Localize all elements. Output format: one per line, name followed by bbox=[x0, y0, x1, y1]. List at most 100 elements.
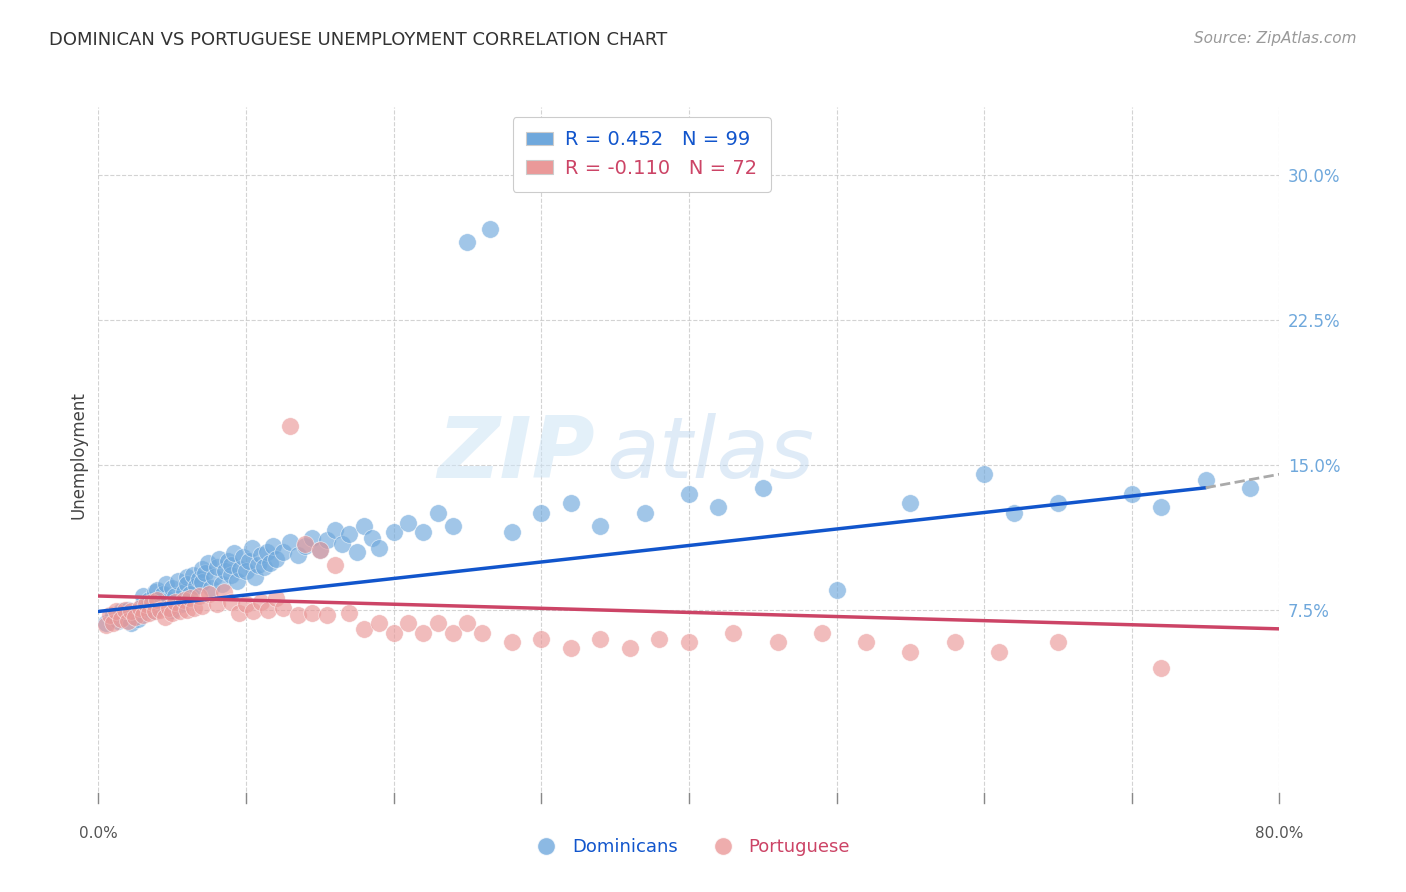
Point bbox=[179, 587, 201, 601]
Point bbox=[382, 625, 405, 640]
Point bbox=[143, 585, 166, 599]
Text: 80.0%: 80.0% bbox=[1256, 826, 1303, 841]
Point bbox=[678, 486, 700, 500]
Point bbox=[212, 585, 235, 599]
Point bbox=[441, 625, 464, 640]
Point bbox=[855, 635, 877, 649]
Point bbox=[427, 615, 450, 630]
Point bbox=[262, 539, 284, 553]
Point bbox=[127, 612, 149, 626]
Point bbox=[94, 618, 117, 632]
Point bbox=[560, 496, 582, 510]
Point bbox=[187, 589, 209, 603]
Point bbox=[478, 222, 501, 236]
Point bbox=[191, 575, 214, 590]
Point bbox=[264, 552, 287, 566]
Point bbox=[194, 566, 217, 580]
Point bbox=[110, 605, 132, 619]
Point bbox=[560, 641, 582, 656]
Point bbox=[183, 600, 205, 615]
Point bbox=[184, 579, 207, 593]
Point bbox=[751, 481, 773, 495]
Point bbox=[98, 608, 121, 623]
Point bbox=[530, 506, 553, 520]
Point bbox=[441, 519, 464, 533]
Point bbox=[301, 607, 323, 621]
Point bbox=[456, 235, 478, 250]
Point bbox=[153, 610, 176, 624]
Point bbox=[360, 531, 382, 545]
Point bbox=[162, 607, 183, 621]
Point bbox=[176, 577, 198, 591]
Point bbox=[943, 635, 966, 649]
Point bbox=[246, 558, 269, 573]
Point bbox=[412, 525, 434, 540]
Point bbox=[167, 574, 190, 588]
Point bbox=[155, 577, 177, 591]
Point bbox=[471, 625, 494, 640]
Point bbox=[103, 608, 125, 623]
Point bbox=[219, 595, 242, 609]
Point bbox=[200, 582, 222, 596]
Point bbox=[120, 615, 142, 630]
Point bbox=[146, 592, 169, 607]
Point bbox=[766, 635, 789, 649]
Point bbox=[157, 592, 180, 607]
Point bbox=[316, 533, 339, 547]
Point bbox=[128, 600, 150, 615]
Point bbox=[648, 632, 671, 646]
Point bbox=[117, 614, 139, 628]
Point bbox=[243, 570, 266, 584]
Point bbox=[114, 602, 136, 616]
Point bbox=[165, 589, 187, 603]
Point bbox=[1046, 496, 1069, 510]
Point bbox=[202, 570, 225, 584]
Point bbox=[1239, 481, 1261, 495]
Point bbox=[900, 496, 922, 510]
Point bbox=[187, 572, 209, 586]
Point bbox=[589, 519, 612, 533]
Point bbox=[382, 525, 405, 540]
Point bbox=[157, 600, 180, 615]
Point bbox=[149, 599, 172, 613]
Point bbox=[124, 610, 146, 624]
Point bbox=[250, 549, 273, 563]
Point bbox=[228, 607, 250, 621]
Point bbox=[208, 552, 231, 566]
Point bbox=[1002, 506, 1025, 520]
Point bbox=[132, 597, 155, 611]
Point bbox=[152, 587, 174, 601]
Point bbox=[143, 605, 166, 619]
Point bbox=[191, 599, 214, 613]
Point bbox=[323, 523, 346, 537]
Point bbox=[103, 615, 125, 630]
Point bbox=[176, 570, 198, 584]
Legend: Dominicans, Portuguese: Dominicans, Portuguese bbox=[522, 831, 856, 863]
Point bbox=[412, 625, 434, 640]
Point bbox=[316, 608, 339, 623]
Point bbox=[501, 525, 523, 540]
Point bbox=[110, 612, 132, 626]
Point bbox=[191, 562, 214, 576]
Point bbox=[339, 607, 360, 621]
Point bbox=[162, 602, 183, 616]
Point bbox=[253, 560, 276, 574]
Point bbox=[427, 506, 450, 520]
Point bbox=[339, 527, 360, 541]
Point bbox=[456, 615, 478, 630]
Point bbox=[173, 592, 195, 607]
Point bbox=[619, 641, 641, 656]
Point bbox=[149, 602, 172, 616]
Point bbox=[501, 635, 523, 649]
Point bbox=[141, 595, 163, 609]
Point bbox=[141, 605, 163, 619]
Point bbox=[217, 554, 239, 568]
Point bbox=[138, 607, 160, 621]
Point bbox=[114, 610, 136, 624]
Point bbox=[105, 605, 128, 619]
Point bbox=[198, 587, 221, 601]
Point bbox=[135, 600, 157, 615]
Point bbox=[176, 602, 198, 616]
Point bbox=[179, 591, 201, 605]
Point bbox=[825, 583, 848, 598]
